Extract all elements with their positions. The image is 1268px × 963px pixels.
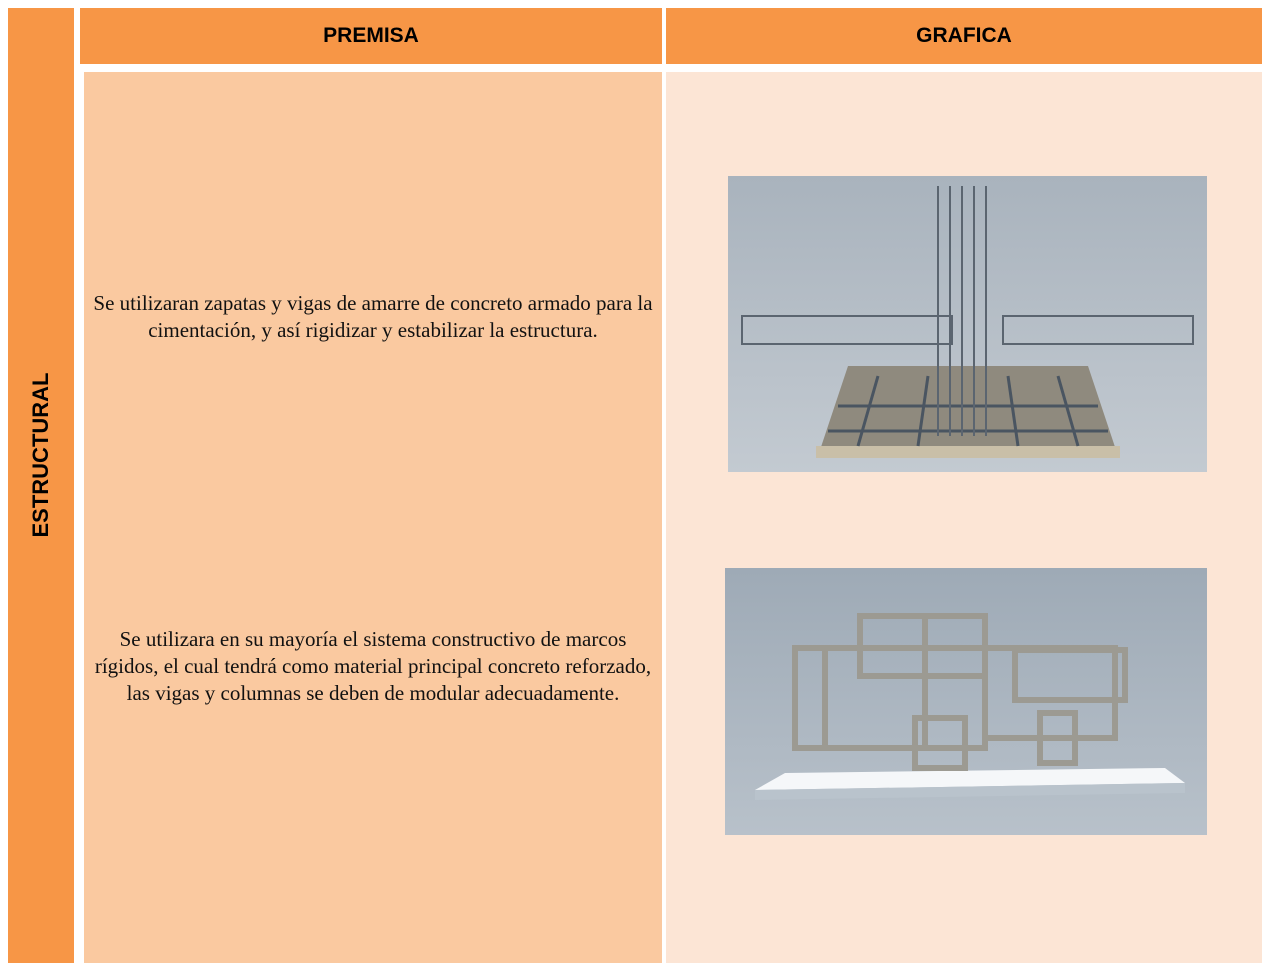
- premise-cell: [84, 72, 662, 963]
- frame-render: [725, 568, 1207, 835]
- premise-text: Se utilizaran zapatas y vigas de amarre …: [93, 291, 653, 342]
- foundation-render: [728, 176, 1207, 472]
- row-label-cell: ESTRUCTURAL: [8, 8, 74, 963]
- column-header: PREMISA: [80, 8, 662, 64]
- row-label: ESTRUCTURAL: [28, 372, 53, 538]
- premise-text: Se utilizara en su mayoría el sistema co…: [94, 627, 652, 705]
- column-header: GRAFICA: [666, 8, 1262, 64]
